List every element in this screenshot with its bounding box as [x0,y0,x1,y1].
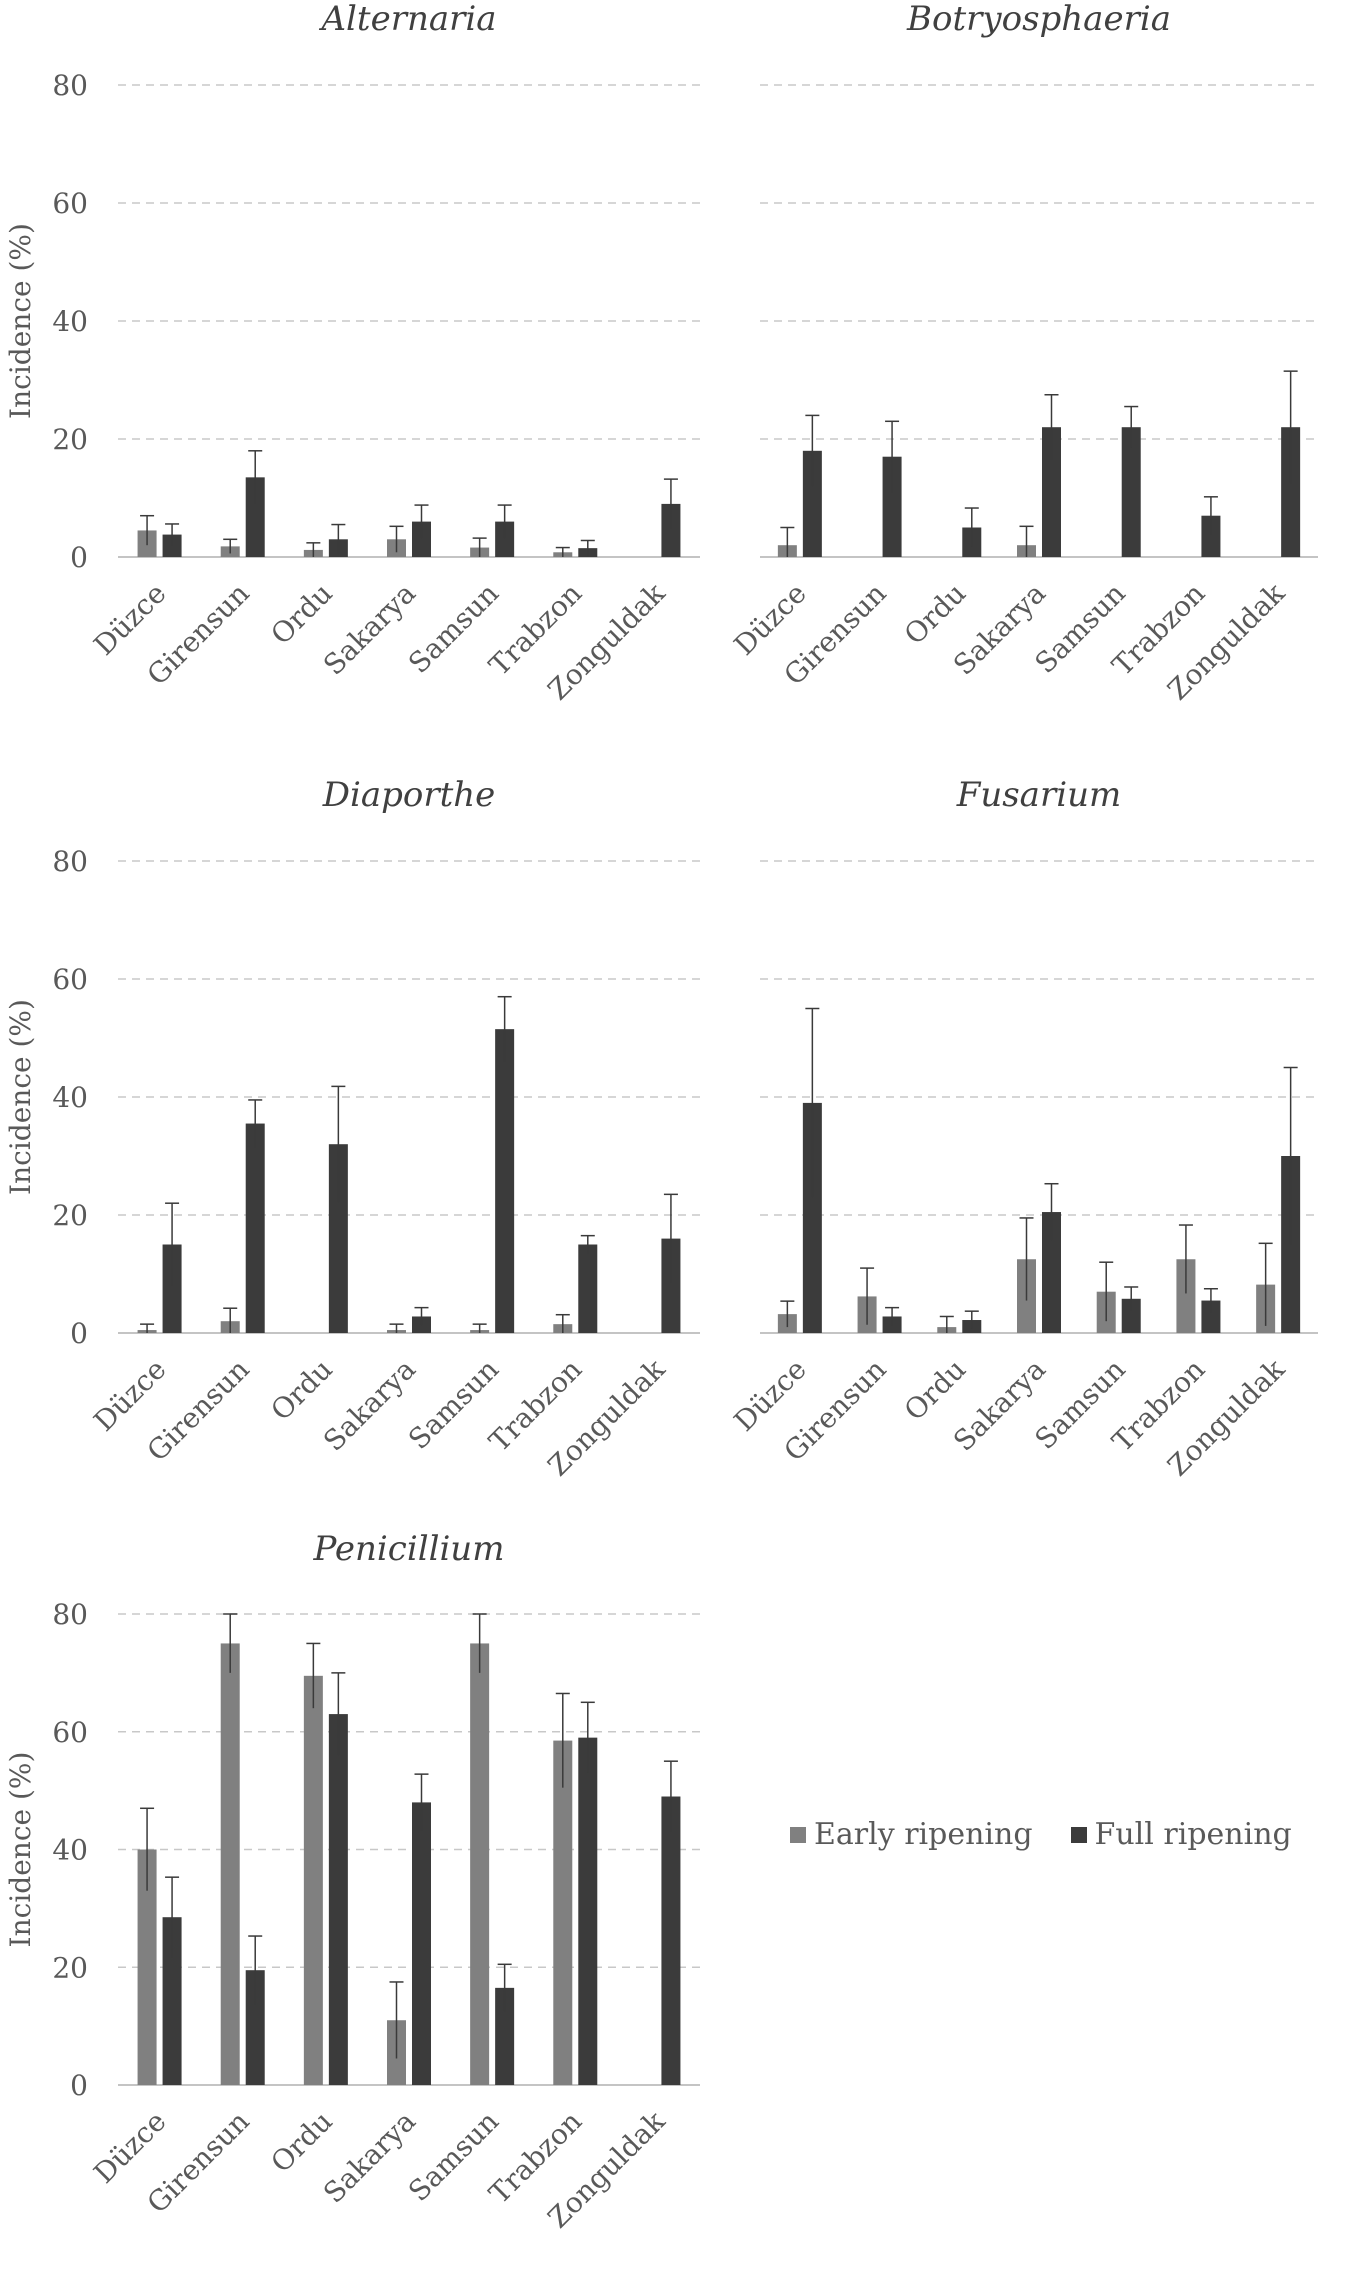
bar-full [661,1238,681,1333]
bar-early [553,1740,573,2085]
y-tick-label: 40 [52,1081,88,1114]
y-tick-label: 60 [52,1716,88,1749]
x-tick-label: Ordu [898,577,972,651]
x-tick-label: Sakarya [317,577,422,682]
x-tick-label: Ordu [264,2105,338,2179]
bar-full [661,1796,681,2085]
legend-item-early: Early ripening [790,1817,1033,1852]
legend-item-full: Full ripening [1070,1817,1292,1852]
bar-early [303,1675,323,2085]
bar-full [412,1802,431,2085]
bar-full [495,521,515,557]
bar-full [1201,1300,1221,1333]
x-tick-label: Sakarya [317,2105,422,2210]
bar-full [578,1244,598,1333]
y-tick-label: 20 [52,423,88,456]
bar-full [1121,1298,1141,1333]
y-axis-label: Incidence (%) [4,999,37,1195]
y-axis-label: Incidence (%) [4,1752,37,1948]
bar-full [162,1244,182,1333]
y-tick-label: 80 [52,845,88,878]
chart-title: Alternaria [318,0,496,39]
bar-full [1281,427,1301,557]
bar-early [470,1643,490,2085]
x-tick-label: Ordu [264,1353,338,1427]
y-tick-label: 40 [52,1834,88,1867]
x-tick-label: Ordu [264,577,338,651]
chart-title: Botryosphaeria [906,0,1171,39]
legend-swatch-early [790,1826,806,1843]
bar-full [495,1987,515,2085]
bar-full [328,1144,348,1333]
y-tick-label: 40 [52,305,88,338]
bar-full [1121,427,1141,557]
bar-early [1176,1259,1196,1333]
bar-full [802,450,822,557]
x-tick-label: Sakarya [317,1353,422,1458]
bar-full [162,1917,182,2085]
bar-full [882,456,902,557]
bar-early [137,1849,157,2085]
bar-full [245,477,265,557]
y-tick-label: 60 [52,963,88,996]
bar-full [1042,427,1061,557]
bar-full [1201,515,1221,557]
y-tick-label: 20 [52,1199,88,1232]
bar-full [1042,1212,1061,1333]
legend-label-early: Early ripening [814,1817,1033,1852]
legend-label-full: Full ripening [1094,1817,1292,1852]
bar-early [220,1643,240,2085]
y-axis-label: Incidence (%) [4,223,37,419]
x-tick-label: Ordu [898,1353,972,1427]
y-tick-label: 80 [52,1598,88,1631]
bar-full [661,503,681,557]
bar-full [328,1714,348,2085]
y-tick-label: 0 [70,2069,88,2102]
chart-title: Diaporthe [322,775,496,815]
y-tick-label: 0 [70,1317,88,1350]
bar-full [245,1970,265,2085]
y-tick-label: 20 [52,1951,88,1984]
legend-swatch-full [1070,1826,1087,1843]
bar-full [162,534,182,557]
legend: Early ripening Full ripening [790,1817,1330,1852]
y-tick-label: 80 [52,69,88,102]
y-tick-label: 0 [70,541,88,574]
y-tick-label: 60 [52,187,88,220]
bar-full [495,1029,515,1333]
chart-title: Fusarium [956,775,1121,815]
bar-full [802,1102,822,1333]
bar-full [578,1737,598,2085]
chart-title: Penicillium [313,1529,505,1569]
bar-full [245,1123,265,1333]
bar-full [412,521,431,557]
